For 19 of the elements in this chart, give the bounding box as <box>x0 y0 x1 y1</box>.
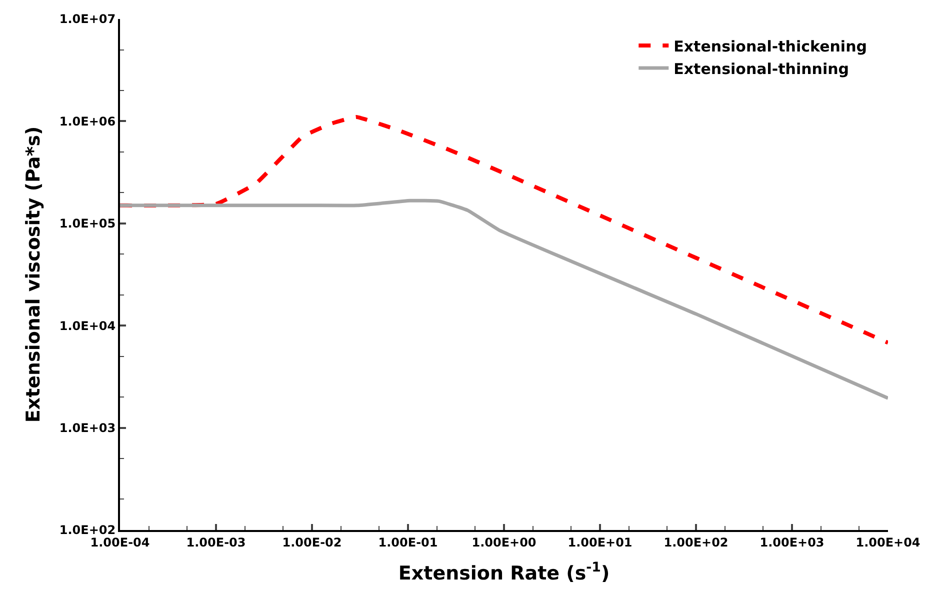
y-tick-label: 1.0E+04 <box>59 318 116 333</box>
x-tick-label: 1.00E+03 <box>760 535 824 550</box>
y-tick-label: 1.0E+06 <box>59 114 116 128</box>
y-axis-title: Extensional viscosity (Pa*s) <box>22 126 45 423</box>
x-tick-label: 1.00E-03 <box>186 535 246 550</box>
x-tick-label: 1.00E+04 <box>856 535 920 550</box>
y-tick-label: 1.0E+05 <box>59 216 116 231</box>
legend-label: Extensional-thickening <box>674 37 867 56</box>
x-tick-label: 1.00E+00 <box>472 535 536 550</box>
legend-label: Extensional-thinning <box>674 60 850 78</box>
x-tick-label: 1.00E+02 <box>664 535 728 550</box>
y-tick-label: 1.0E+07 <box>59 12 116 26</box>
y-tick-label: 1.0E+03 <box>59 421 116 435</box>
x-tick-label: 1.00E-02 <box>282 535 342 550</box>
x-tick-label: 1.00E-01 <box>378 535 438 550</box>
x-tick-label: 1.00E+01 <box>568 535 632 550</box>
x-tick-label: 1.00E-04 <box>90 535 150 550</box>
y-tick-label: 1.0E+02 <box>59 523 116 538</box>
x-axis-title: Extension Rate (s$^{-1}$) <box>398 560 610 585</box>
